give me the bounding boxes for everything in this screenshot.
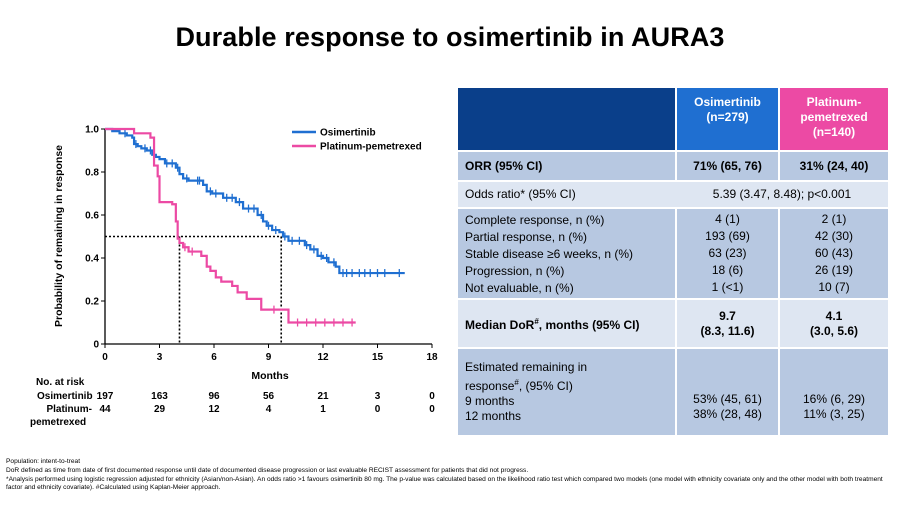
median-dor-label: Median DoR#, months (95% CI) [458,299,676,349]
summary-table: Osimertinib (n=279) Platinum-pemetrexed (n… [458,88,888,437]
orr-osimertinib: 71% (65, 76) [675,151,779,182]
x-tick-label: 12 [317,352,329,363]
remaining-platinum: 16% (6, 29) 11% (3, 25) [778,348,888,437]
chart-legend: Osimertinib Platinum-pemetrexed [292,128,422,153]
x-tick-label: 9 [266,352,272,363]
y-tick-label: 0.8 [85,168,99,179]
y-tick-label: 0 [93,340,99,351]
chart-axes: 0 0.2 0.4 0.6 0.8 1.0 0 3 6 9 12 15 18 [85,125,438,364]
at-risk-value: 21 [317,391,329,402]
at-risk-value: 1 [320,404,326,415]
y-tick-label: 0.4 [85,254,99,265]
at-risk-value: 29 [153,404,166,415]
x-tick-label: 15 [372,352,384,363]
at-risk-label-osimertinib: Osimertinib [37,391,93,402]
header-platinum: Platinum-pemetrexed (n=140) [778,88,888,152]
at-risk-label-platinum-2: pemetrexed [30,417,87,428]
chart-series [105,127,405,327]
at-risk-label-platinum: Platinum- [46,404,92,415]
median-lines [105,235,283,344]
median-dor-platinum: 4.1 (3.0, 5.6) [778,299,888,349]
at-risk-value: 163 [151,391,168,402]
at-risk-value: 0 [429,404,435,415]
legend-label-0: Osimertinib [320,128,376,139]
footnote-analysis: *Analysis performed using logistic regre… [6,475,883,492]
km-chart: 0 0.2 0.4 0.6 0.8 1.0 0 3 6 9 12 15 18 Osimertinib Pl… [53,125,438,381]
footnote-dor: DoR defined as time from date of first d… [6,466,529,474]
orr-platinum: 31% (24, 40) [778,151,888,182]
remaining-labels: Estimated remaining in response#, (95% C… [458,348,676,437]
x-tick-label: 0 [102,352,108,363]
odds-value: 5.39 (3.47, 8.48); p<0.001 [676,181,888,209]
y-tick-label: 0.6 [85,211,99,222]
series-line-0 [105,127,405,275]
y-tick-label: 0.2 [85,297,99,308]
at-risk-value: 12 [208,404,220,415]
series-line-1 [105,127,356,324]
at-risk-header: No. at risk [36,377,85,388]
response-labels: Complete response, n (%) Partial response… [458,208,676,300]
median-dor-osimertinib: 9.7 (8.3, 11.6) [675,299,779,349]
orr-label: ORR (95% CI) [458,151,676,182]
header-osimertinib: Osimertinib (n=279) [675,88,779,152]
at-risk-value: 0 [374,404,381,415]
footnote-population: Population: intent-to-treat [6,458,81,465]
x-tick-label: 18 [426,352,438,363]
at-risk-value: 44 [99,404,111,415]
at-risk-value: 4 [265,404,272,415]
remaining-osimertinib: 53% (45, 61) 38% (28, 48) [675,348,779,437]
header-blank [458,88,676,152]
response-platinum: 2 (1) 42 (30) 60 (43) 26 (19) 10 (7) [778,208,888,300]
odds-label: Odds ratio* (95% CI) [458,181,676,209]
x-axis-label: Months [251,370,288,380]
y-tick-label: 1.0 [85,125,99,136]
page-title: Durable response to osimertinib in AURA3 [175,22,725,52]
y-axis-label: Probability of remaining in response [53,145,65,327]
at-risk-value: 56 [262,391,275,402]
at-risk-value: 0 [429,391,435,402]
at-risk-value: 197 [96,391,114,402]
at-risk-value: 96 [208,391,220,402]
at-risk-value: 3 [374,391,381,402]
x-tick-label: 6 [211,352,217,363]
legend-label-1: Platinum-pemetrexed [320,142,422,153]
response-osimertinib: 4 (1) 193 (69) 63 (23) 18 (6) 1 (<1) [675,208,779,300]
footnotes: Population: intent-to-treat DoR defined … [6,458,896,493]
x-tick-label: 3 [157,352,163,363]
